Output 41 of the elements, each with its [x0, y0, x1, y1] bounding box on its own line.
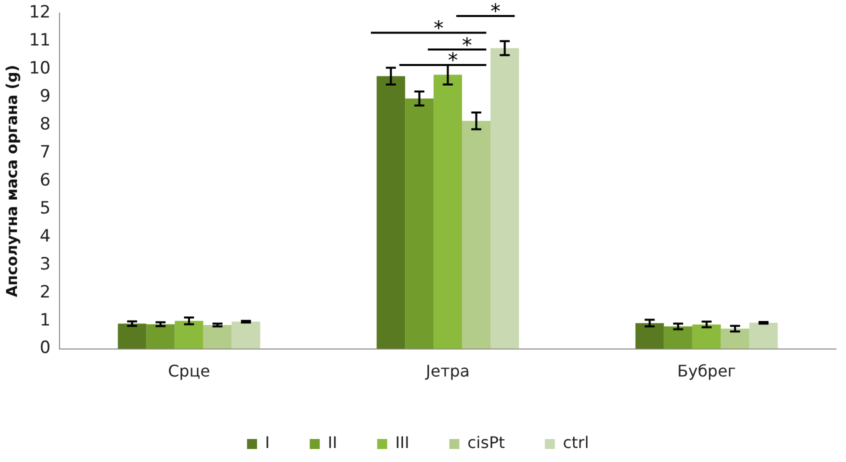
bar	[490, 48, 519, 349]
bar	[664, 326, 692, 349]
y-tick-label: 8	[40, 114, 51, 134]
annotation: *	[490, 0, 501, 24]
bar	[118, 324, 146, 349]
y-tick-label: 2	[40, 282, 51, 302]
y-tick-label: 0	[40, 338, 51, 358]
bar	[635, 323, 664, 349]
bar	[232, 322, 260, 349]
y-tick-label: 4	[40, 226, 51, 246]
bar	[376, 76, 406, 349]
bar	[405, 98, 434, 349]
legend-label: cisPt	[467, 433, 505, 452]
legend-label: II	[328, 433, 338, 452]
annotation: *	[462, 32, 472, 57]
y-tick-label: 7	[40, 142, 51, 162]
y-tick-label: 5	[40, 198, 51, 218]
bar	[174, 320, 204, 349]
legend-label: III	[395, 433, 410, 452]
y-tick-label: 3	[40, 254, 51, 274]
legend-label: ctrl	[562, 433, 589, 452]
y-tick-label: 10	[28, 58, 51, 79]
y-tick-label: 6	[40, 170, 51, 190]
x-tick-label: Јетра	[424, 362, 470, 381]
y-tick-label: 11	[28, 30, 51, 51]
x-tick-label: Срце	[168, 362, 210, 381]
annotation: *	[434, 16, 444, 40]
bar	[146, 324, 175, 349]
bar	[720, 328, 750, 349]
bar	[434, 74, 462, 349]
y-tick-label: 1	[40, 310, 51, 330]
y-axis-title: Апсолутна маса органа (g)	[2, 64, 21, 298]
x-tick-label: Бубрег	[677, 362, 736, 381]
legend-label: I	[265, 433, 270, 452]
y-tick-label: 12	[28, 2, 51, 23]
annotation: *	[448, 48, 458, 72]
bar	[462, 120, 491, 349]
bar	[749, 322, 778, 349]
bar	[203, 325, 232, 349]
y-tick-label: 9	[40, 86, 51, 107]
bar	[692, 324, 721, 349]
